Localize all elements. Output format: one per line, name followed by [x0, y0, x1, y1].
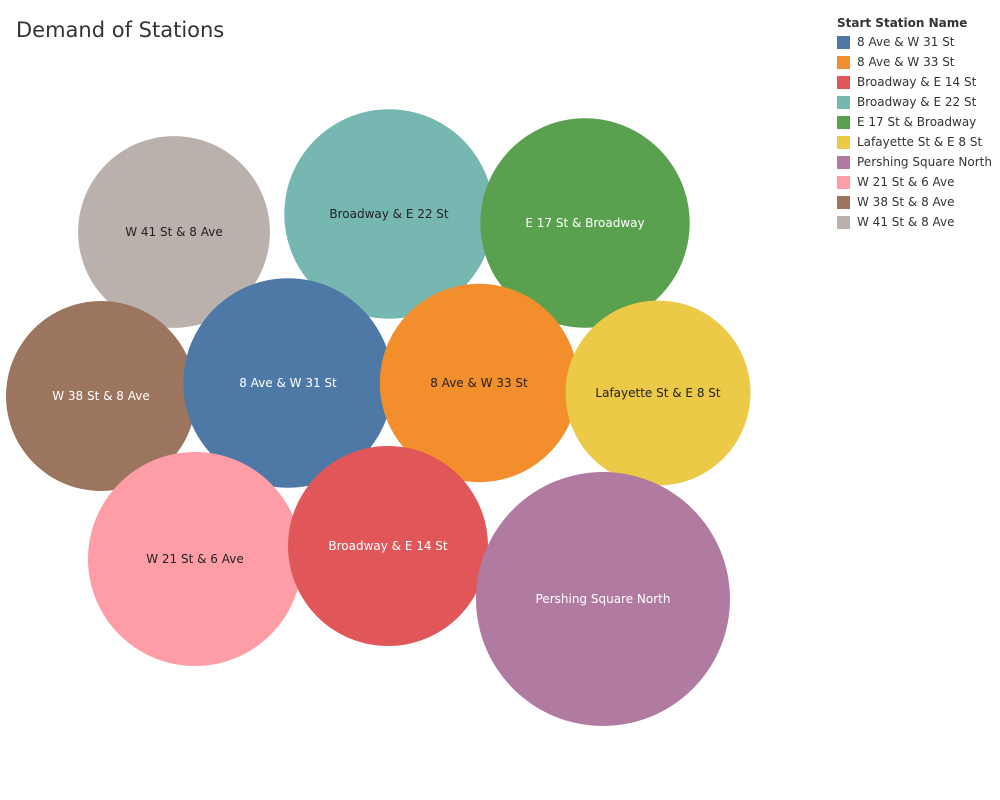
bubble-label: W 21 St & 6 Ave [146, 552, 244, 566]
legend-item[interactable]: Broadway & E 14 St [837, 72, 997, 92]
legend-title: Start Station Name [837, 16, 968, 30]
bubble[interactable] [476, 472, 730, 726]
legend-label: Broadway & E 14 St [857, 75, 977, 89]
bubble[interactable] [183, 278, 393, 488]
legend-item[interactable]: Lafayette St & E 8 St [837, 132, 997, 152]
legend-item[interactable]: Pershing Square North [837, 152, 997, 172]
legend: Start Station Name 8 Ave & W 31 St 8 Ave … [837, 14, 997, 232]
legend-swatch [837, 115, 850, 129]
bubble[interactable] [6, 301, 196, 491]
bubble-label: Broadway & E 22 St [329, 207, 449, 221]
legend-swatch [837, 155, 850, 169]
legend-label: E 17 St & Broadway [857, 115, 977, 129]
bubble-label: Pershing Square North [536, 592, 671, 606]
legend-swatch [837, 95, 850, 109]
bubble[interactable] [480, 118, 690, 328]
legend-label: W 41 St & 8 Ave [857, 215, 955, 229]
bubble[interactable] [88, 452, 302, 666]
legend-label: W 38 St & 8 Ave [857, 195, 955, 209]
legend-label: 8 Ave & W 33 St [857, 55, 955, 69]
legend-label: Pershing Square North [857, 155, 992, 169]
legend-item[interactable]: E 17 St & Broadway [837, 112, 997, 132]
bubble[interactable] [78, 136, 270, 328]
bubble[interactable] [565, 300, 751, 486]
legend-item[interactable]: 8 Ave & W 33 St [837, 52, 997, 72]
legend-label: 8 Ave & W 31 St [857, 35, 955, 49]
bubble-label: 8 Ave & W 31 St [239, 376, 337, 390]
legend-swatch [837, 175, 850, 189]
legend-label: Broadway & E 22 St [857, 95, 977, 109]
legend-item[interactable]: 8 Ave & W 31 St [837, 32, 997, 52]
legend-item[interactable]: W 38 St & 8 Ave [837, 192, 997, 212]
legend-swatch [837, 55, 850, 69]
legend-item[interactable]: Broadway & E 22 St [837, 92, 997, 112]
legend-item[interactable]: W 21 St & 6 Ave [837, 172, 997, 192]
bubble-label: Lafayette St & E 8 St [595, 386, 720, 400]
bubble[interactable] [379, 283, 579, 483]
bubble-label: 8 Ave & W 33 St [430, 376, 528, 390]
bubble-label: W 41 St & 8 Ave [125, 225, 223, 239]
bubble-label: Broadway & E 14 St [328, 539, 448, 553]
legend-swatch [837, 75, 850, 89]
legend-item[interactable]: W 41 St & 8 Ave [837, 212, 997, 232]
legend-swatch [837, 135, 850, 149]
legend-label: Lafayette St & E 8 St [857, 135, 983, 149]
bubble-chart: W 41 St & 8 Ave Broadway & E 22 St E 17 St… [6, 109, 751, 726]
bubble-label: W 38 St & 8 Ave [52, 389, 150, 403]
legend-swatch [837, 195, 850, 209]
bubble[interactable] [284, 109, 494, 319]
legend-items: 8 Ave & W 31 St 8 Ave & W 33 St Broadway &… [837, 32, 997, 232]
bubble-label: E 17 St & Broadway [525, 216, 644, 230]
chart-title: Demand of Stations [16, 18, 225, 42]
bubble[interactable] [288, 446, 488, 646]
legend-swatch [837, 35, 850, 49]
legend-swatch [837, 215, 850, 229]
legend-label: W 21 St & 6 Ave [857, 175, 955, 189]
